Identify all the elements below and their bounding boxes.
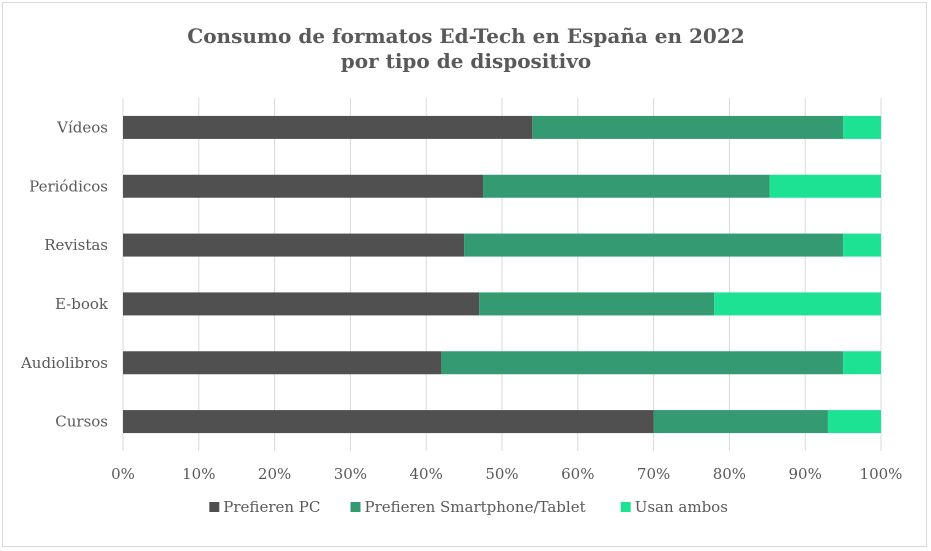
- legend-label: Usan ambos: [635, 498, 728, 516]
- bar-segment: [843, 233, 881, 257]
- bars: [123, 115, 881, 434]
- bar-segment: [843, 351, 881, 375]
- bar-segment: [653, 410, 828, 434]
- category-label: Revistas: [44, 236, 108, 254]
- bar-segment: [714, 292, 881, 316]
- bar-segment: [479, 292, 715, 316]
- x-tick-label: 80%: [713, 465, 746, 483]
- x-tick-label: 50%: [485, 465, 518, 483]
- bar-segment: [123, 115, 533, 139]
- category-label: Audiolibros: [20, 354, 108, 372]
- category-label: E-book: [55, 295, 109, 313]
- x-tick-label: 0%: [111, 465, 135, 483]
- x-tick-label: 30%: [334, 465, 367, 483]
- category-label: Periódicos: [29, 177, 108, 195]
- legend-swatch: [620, 502, 631, 512]
- x-tick-label: 70%: [637, 465, 670, 483]
- chart: Consumo de formatos Ed-Tech en España en…: [20, 24, 902, 516]
- bar-segment: [827, 410, 881, 434]
- bar-segment: [123, 233, 465, 257]
- category-labels: Vídeos Periódicos Revistas E-book Audiolibro…: [20, 118, 109, 430]
- bar-segment: [843, 115, 881, 139]
- legend-label: Prefieren Smartphone/Tablet: [365, 498, 586, 516]
- bar-segment: [123, 292, 480, 316]
- x-tick-label: 40%: [410, 465, 443, 483]
- chart-subtitle: por tipo de dispositivo: [341, 49, 591, 73]
- bar-segment: [769, 174, 881, 198]
- x-tick-label: 60%: [561, 465, 594, 483]
- legend: Prefieren PC Prefieren Smartphone/Tablet U…: [209, 498, 728, 516]
- x-tick-label: 20%: [258, 465, 291, 483]
- x-tick-label: 10%: [182, 465, 215, 483]
- x-tick-label: 100%: [860, 465, 903, 483]
- x-tick-labels: 0% 10% 20% 30% 40% 50% 60% 70% 80% 90% 100%: [111, 465, 902, 483]
- category-label: Cursos: [55, 413, 108, 431]
- gridlines: [122, 98, 882, 451]
- bar-segment: [464, 233, 844, 257]
- legend-label: Prefieren PC: [223, 498, 320, 516]
- bar-segment: [123, 174, 484, 198]
- chart-title: Consumo de formatos Ed-Tech en España en…: [187, 24, 744, 48]
- x-tick-label: 90%: [789, 465, 822, 483]
- category-label: Vídeos: [56, 118, 108, 136]
- bar-segment: [483, 174, 770, 198]
- bar-segment: [441, 351, 844, 375]
- legend-swatch: [209, 502, 220, 512]
- bar-segment: [532, 115, 844, 139]
- bar-segment: [123, 351, 442, 375]
- legend-swatch: [350, 502, 361, 512]
- bar-segment: [123, 410, 654, 434]
